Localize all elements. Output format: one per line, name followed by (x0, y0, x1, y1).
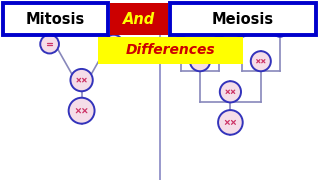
Circle shape (70, 69, 93, 91)
FancyBboxPatch shape (3, 3, 108, 35)
Circle shape (234, 21, 250, 37)
Circle shape (272, 21, 288, 37)
FancyBboxPatch shape (110, 3, 168, 35)
Circle shape (190, 51, 210, 71)
Circle shape (68, 98, 95, 124)
Text: And: And (123, 12, 155, 26)
Circle shape (40, 35, 59, 53)
Text: Meiosis: Meiosis (212, 12, 274, 26)
Circle shape (211, 21, 227, 37)
FancyBboxPatch shape (170, 3, 316, 35)
Text: Mitosis: Mitosis (26, 12, 85, 26)
Circle shape (251, 51, 271, 71)
FancyBboxPatch shape (98, 37, 243, 64)
Circle shape (173, 21, 189, 37)
Circle shape (220, 81, 241, 102)
Circle shape (104, 35, 123, 53)
Text: Differences: Differences (126, 44, 215, 57)
Circle shape (218, 110, 243, 135)
